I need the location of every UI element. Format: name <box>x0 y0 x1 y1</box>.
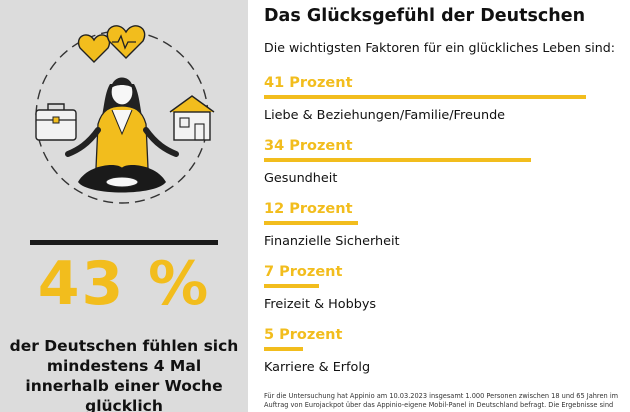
factor-bar <box>264 158 531 162</box>
factor-item: 12 Prozent Finanzielle Sicherheit <box>264 200 624 249</box>
left-panel: 43 % der Deutschen fühlen sich mindesten… <box>0 0 248 412</box>
woman-meditating-icon <box>65 77 179 193</box>
hearts-icon <box>77 25 146 63</box>
right-panel: Das Glücksgefühl der Deutschen Die wicht… <box>248 0 630 412</box>
factor-category-label: Gesundheit <box>264 171 338 186</box>
factor-item: 7 Prozent Freizeit & Hobbys <box>264 263 624 312</box>
chart-subtitle: Die wichtigsten Faktoren für ein glückli… <box>264 40 615 55</box>
factor-category-label: Liebe & Beziehungen/Familie/Freunde <box>264 108 506 123</box>
factor-percent-label: 41 Prozent <box>264 75 353 91</box>
chart-title: Das Glücksgefühl der Deutschen <box>264 6 586 26</box>
big-percent-value: 43 % <box>37 249 211 319</box>
factor-bar <box>264 95 586 99</box>
factor-category-label: Karriere & Erfolg <box>264 360 371 375</box>
factor-item: 41 Prozent Liebe & Beziehungen/Familie/Fr… <box>264 74 624 123</box>
factor-bar <box>264 284 319 288</box>
factor-category-label: Freizeit & Hobbys <box>264 297 377 312</box>
factor-percent-label: 5 Prozent <box>264 327 343 343</box>
factor-bar <box>264 347 303 351</box>
divider <box>30 240 218 245</box>
factor-percent-label: 7 Prozent <box>264 264 343 280</box>
factor-category-label: Finanzielle Sicherheit <box>264 234 400 249</box>
meditation-illustration <box>35 25 215 204</box>
briefcase-icon <box>35 103 77 141</box>
factor-percent-label: 34 Prozent <box>264 138 353 154</box>
claim-text: der Deutschen fühlen sich mindestens 4 M… <box>9 337 239 412</box>
factor-item: 5 Prozent Karriere & Erfolg <box>264 326 624 375</box>
house-icon <box>169 95 215 141</box>
factor-bar <box>264 221 358 225</box>
factor-item: 34 Prozent Gesundheit <box>264 137 624 186</box>
factor-percent-label: 12 Prozent <box>264 201 353 217</box>
footnote: Für die Untersuchung hat Appinio am 10.0… <box>264 392 619 409</box>
